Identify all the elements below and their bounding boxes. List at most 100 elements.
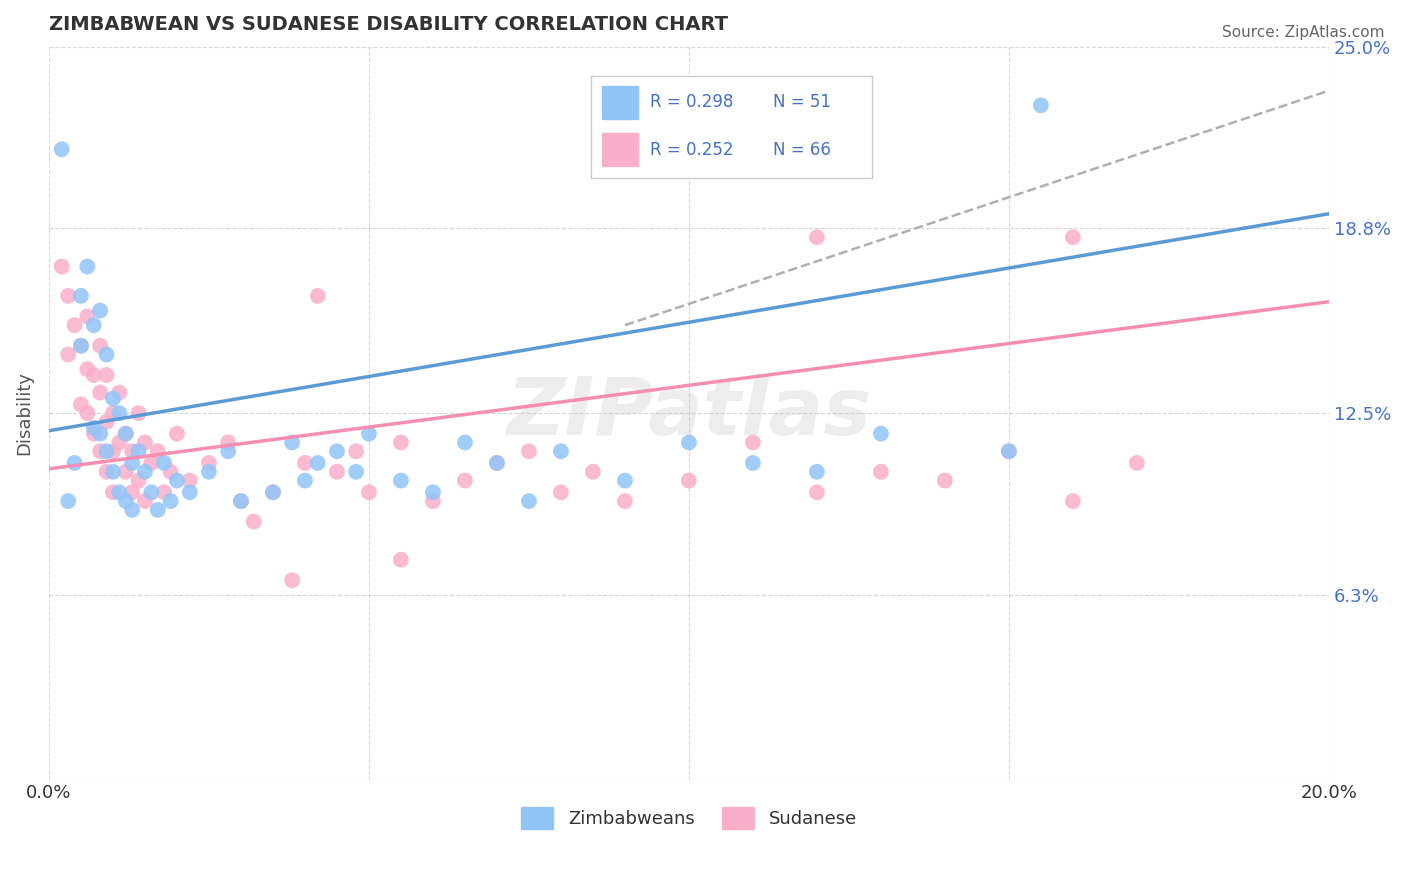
- Point: [1126, 456, 1149, 470]
- Point: [83, 368, 105, 382]
- Point: [134, 465, 156, 479]
- Point: [550, 485, 572, 500]
- Point: [153, 485, 176, 500]
- Point: [108, 385, 131, 400]
- Point: [422, 485, 444, 500]
- Point: [108, 406, 131, 420]
- Point: [454, 435, 477, 450]
- Point: [678, 435, 700, 450]
- Point: [134, 494, 156, 508]
- Point: [281, 435, 304, 450]
- Text: R = 0.298: R = 0.298: [650, 94, 733, 112]
- Point: [146, 503, 169, 517]
- Point: [159, 494, 181, 508]
- Point: [56, 494, 79, 508]
- Point: [101, 392, 124, 406]
- Point: [114, 494, 136, 508]
- Point: [326, 465, 349, 479]
- Point: [550, 444, 572, 458]
- Point: [96, 465, 118, 479]
- Point: [198, 465, 221, 479]
- Point: [96, 415, 118, 429]
- Point: [96, 444, 118, 458]
- Point: [806, 230, 828, 244]
- Point: [70, 339, 93, 353]
- Point: [229, 494, 252, 508]
- Point: [389, 552, 412, 566]
- Text: N = 66: N = 66: [773, 141, 831, 159]
- Text: N = 51: N = 51: [773, 94, 831, 112]
- Point: [613, 474, 636, 488]
- Y-axis label: Disability: Disability: [15, 371, 32, 455]
- Point: [146, 444, 169, 458]
- Point: [998, 444, 1021, 458]
- Point: [114, 465, 136, 479]
- Legend: Zimbabweans, Sudanese: Zimbabweans, Sudanese: [513, 800, 865, 837]
- Point: [121, 444, 143, 458]
- Point: [281, 574, 304, 588]
- Point: [159, 465, 181, 479]
- Point: [96, 368, 118, 382]
- Point: [121, 485, 143, 500]
- Point: [89, 426, 111, 441]
- Point: [51, 260, 73, 274]
- Point: [389, 474, 412, 488]
- Point: [101, 406, 124, 420]
- Point: [806, 465, 828, 479]
- Point: [217, 435, 239, 450]
- Bar: [602, 133, 638, 166]
- Point: [389, 435, 412, 450]
- Point: [485, 456, 508, 470]
- Point: [613, 494, 636, 508]
- Point: [454, 474, 477, 488]
- Point: [83, 421, 105, 435]
- Point: [357, 485, 380, 500]
- Point: [76, 310, 98, 324]
- Point: [870, 426, 893, 441]
- Point: [89, 339, 111, 353]
- Point: [96, 347, 118, 361]
- Point: [166, 426, 188, 441]
- Point: [307, 456, 329, 470]
- Point: [934, 474, 956, 488]
- Point: [517, 494, 540, 508]
- Point: [128, 474, 150, 488]
- Point: [1029, 98, 1052, 112]
- Point: [998, 444, 1021, 458]
- Point: [114, 426, 136, 441]
- Point: [141, 485, 163, 500]
- Point: [128, 406, 150, 420]
- Point: [262, 485, 284, 500]
- Point: [114, 426, 136, 441]
- Point: [179, 485, 201, 500]
- Point: [89, 385, 111, 400]
- Point: [108, 435, 131, 450]
- Point: [76, 362, 98, 376]
- Point: [582, 465, 605, 479]
- Point: [242, 515, 264, 529]
- Point: [166, 474, 188, 488]
- Point: [294, 456, 316, 470]
- Point: [108, 485, 131, 500]
- Point: [76, 260, 98, 274]
- Point: [121, 503, 143, 517]
- Point: [51, 142, 73, 156]
- Point: [678, 474, 700, 488]
- Point: [742, 435, 765, 450]
- Point: [294, 474, 316, 488]
- Point: [83, 318, 105, 333]
- Point: [89, 303, 111, 318]
- Point: [56, 347, 79, 361]
- Point: [1062, 230, 1084, 244]
- Text: ZIMBABWEAN VS SUDANESE DISABILITY CORRELATION CHART: ZIMBABWEAN VS SUDANESE DISABILITY CORREL…: [49, 15, 728, 34]
- Text: Source: ZipAtlas.com: Source: ZipAtlas.com: [1222, 25, 1385, 40]
- Point: [101, 444, 124, 458]
- Text: ZIPatlas: ZIPatlas: [506, 374, 872, 452]
- Point: [153, 456, 176, 470]
- Point: [141, 456, 163, 470]
- Point: [485, 456, 508, 470]
- Point: [89, 444, 111, 458]
- Point: [262, 485, 284, 500]
- Point: [326, 444, 349, 458]
- Point: [1062, 494, 1084, 508]
